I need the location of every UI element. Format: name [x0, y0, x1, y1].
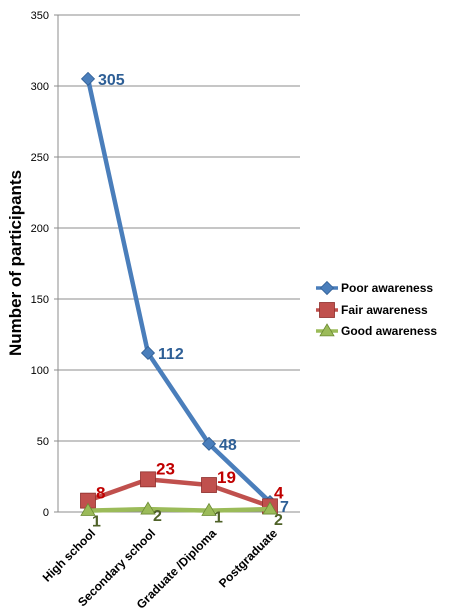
- legend: Poor awareness Fair awareness Good awarene…: [316, 280, 437, 338]
- series-good-awareness: [80, 501, 278, 516]
- data-label: 305: [98, 72, 125, 89]
- point-marker: [80, 502, 96, 516]
- y-tick-label: 300: [31, 81, 49, 93]
- y-tick-label: 350: [31, 10, 49, 22]
- legend-item: Good awareness: [316, 323, 437, 338]
- series-poor-awareness: [80, 71, 278, 510]
- point-marker: [80, 71, 96, 86]
- legend-item: Poor awareness: [316, 280, 433, 296]
- series-line: [85, 506, 273, 513]
- point-marker: [140, 471, 156, 488]
- legend-item: Fair awareness: [316, 302, 428, 318]
- y-axis-title: Number of participants: [6, 170, 25, 356]
- data-label: 48: [219, 437, 237, 454]
- gridlines: [58, 14, 300, 442]
- point-marker: [319, 323, 335, 337]
- data-label: 2: [153, 508, 162, 525]
- series-line: [85, 76, 273, 505]
- data-label: 1: [214, 510, 223, 527]
- data-labels: 305 112 48 7 8 23 19 4 1 2 1 2: [92, 72, 289, 531]
- data-label: 1: [92, 514, 101, 531]
- data-label: 8: [96, 484, 105, 503]
- point-marker: [201, 436, 217, 451]
- point-marker: [140, 501, 156, 515]
- data-label: 19: [217, 468, 236, 487]
- data-label: 2: [274, 512, 283, 529]
- y-tick-label: 0: [43, 507, 49, 519]
- series: [80, 71, 278, 516]
- series-line: [85, 477, 273, 509]
- point-marker: [201, 477, 217, 493]
- x-tick-label: Postgraduate: [216, 526, 280, 590]
- y-tick-label: 50: [37, 436, 49, 448]
- y-tick-label: 200: [31, 223, 49, 235]
- point-marker: [319, 302, 335, 318]
- data-label: 4: [274, 483, 284, 502]
- point-marker: [319, 280, 335, 296]
- data-label: 112: [158, 346, 184, 363]
- legend-label: Poor awareness: [341, 281, 433, 295]
- y-tick-label: 150: [31, 294, 49, 306]
- data-label: 7: [280, 499, 289, 516]
- point-marker: [201, 502, 217, 516]
- point-marker: [262, 501, 278, 515]
- data-label: 23: [156, 459, 175, 478]
- legend-label: Fair awareness: [341, 303, 428, 317]
- x-tick-label: High school: [40, 526, 98, 584]
- y-tick-label: 100: [31, 365, 49, 377]
- legend-label: Good awareness: [341, 324, 437, 338]
- point-marker: [140, 345, 156, 361]
- y-tick-label: 250: [31, 152, 49, 164]
